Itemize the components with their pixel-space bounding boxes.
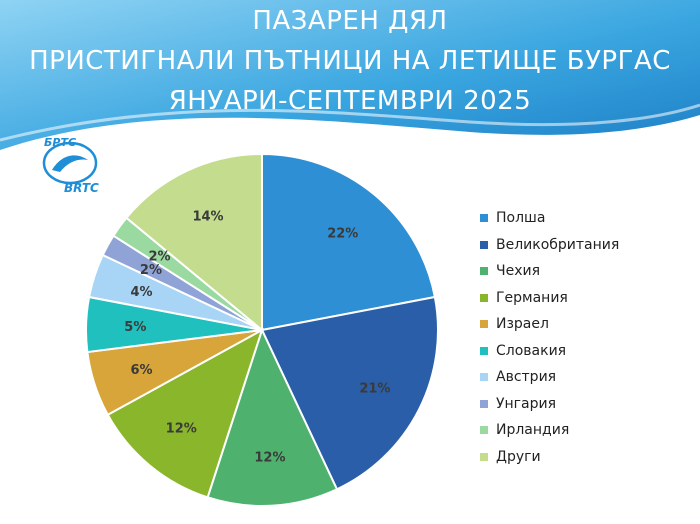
legend-label: Израел	[496, 316, 549, 333]
legend-swatch	[480, 320, 488, 329]
logo-top-text: БРТС	[44, 136, 76, 149]
header-banner	[0, 0, 700, 160]
legend-label: Чехия	[496, 263, 541, 280]
legend-item: Великобритания	[480, 232, 619, 259]
pie-slice-4	[106, 327, 264, 499]
slice-label-9: 2%	[148, 250, 170, 265]
logo-bottom-text: BRTC	[64, 181, 99, 194]
legend-swatch	[480, 452, 488, 461]
slice-label-4: 12%	[166, 422, 197, 437]
legend-label: Ирландия	[496, 422, 570, 439]
header-wave	[0, 115, 700, 160]
pie-slice-labels: 22% 21% 12% 12% 6% 5% 4% 2%2% 14%	[124, 209, 390, 465]
slice-label-8: 2%	[140, 263, 162, 278]
pie-slice-1	[261, 152, 437, 332]
slice-label-7: 4%	[130, 285, 152, 300]
legend-item: Чехия	[480, 258, 619, 285]
legend-item: Австрия	[480, 364, 619, 391]
chart-title-line-3: ЯНУАРИ-СЕПТЕМВРИ 2025	[168, 86, 532, 116]
pie-slice-3	[206, 327, 339, 507]
legend-item: Полша	[480, 205, 619, 232]
legend-swatch	[480, 293, 488, 302]
legend-label: Австрия	[496, 369, 557, 386]
pie-slice-10	[124, 152, 263, 333]
legend-swatch	[480, 214, 488, 223]
legend-item: Други	[480, 444, 619, 471]
legend-label: Полша	[496, 210, 546, 227]
legend-label: Словакия	[496, 342, 567, 359]
legend-swatch	[480, 399, 488, 408]
legend-swatch	[480, 240, 488, 249]
slice-label-5: 6%	[130, 363, 152, 378]
chart-legend: Полша Великобритания Чехия Германия Израел Сл…	[480, 205, 619, 470]
brtc-logo: БРТС BRTC	[42, 136, 99, 194]
legend-swatch	[480, 346, 488, 355]
legend-item: Германия	[480, 285, 619, 312]
legend-item: Ирландия	[480, 417, 619, 444]
slice-label-10: 14%	[192, 209, 223, 224]
slice-label-3: 12%	[254, 450, 285, 465]
chart-title-line-1: ПАЗАРЕН ДЯЛ	[252, 6, 448, 36]
slice-label-2: 21%	[359, 382, 390, 397]
legend-label: Други	[496, 448, 541, 465]
legend-swatch	[480, 426, 488, 435]
legend-item: Словакия	[480, 338, 619, 365]
slice-label-1: 22%	[327, 226, 358, 241]
legend-label: Унгария	[496, 395, 557, 412]
legend-swatch	[480, 267, 488, 276]
legend-swatch	[480, 373, 488, 382]
slice-label-6: 5%	[124, 320, 146, 335]
pie-slice-2	[260, 295, 439, 491]
legend-label: Германия	[496, 289, 568, 306]
legend-item: Унгария	[480, 391, 619, 418]
pie-slices	[85, 152, 439, 507]
chart-title-line-2: ПРИСТИГНАЛИ ПЪТНИЦИ НА ЛЕТИЩЕ БУРГАС	[29, 46, 671, 76]
legend-item: Израел	[480, 311, 619, 338]
legend-label: Великобритания	[496, 236, 620, 253]
